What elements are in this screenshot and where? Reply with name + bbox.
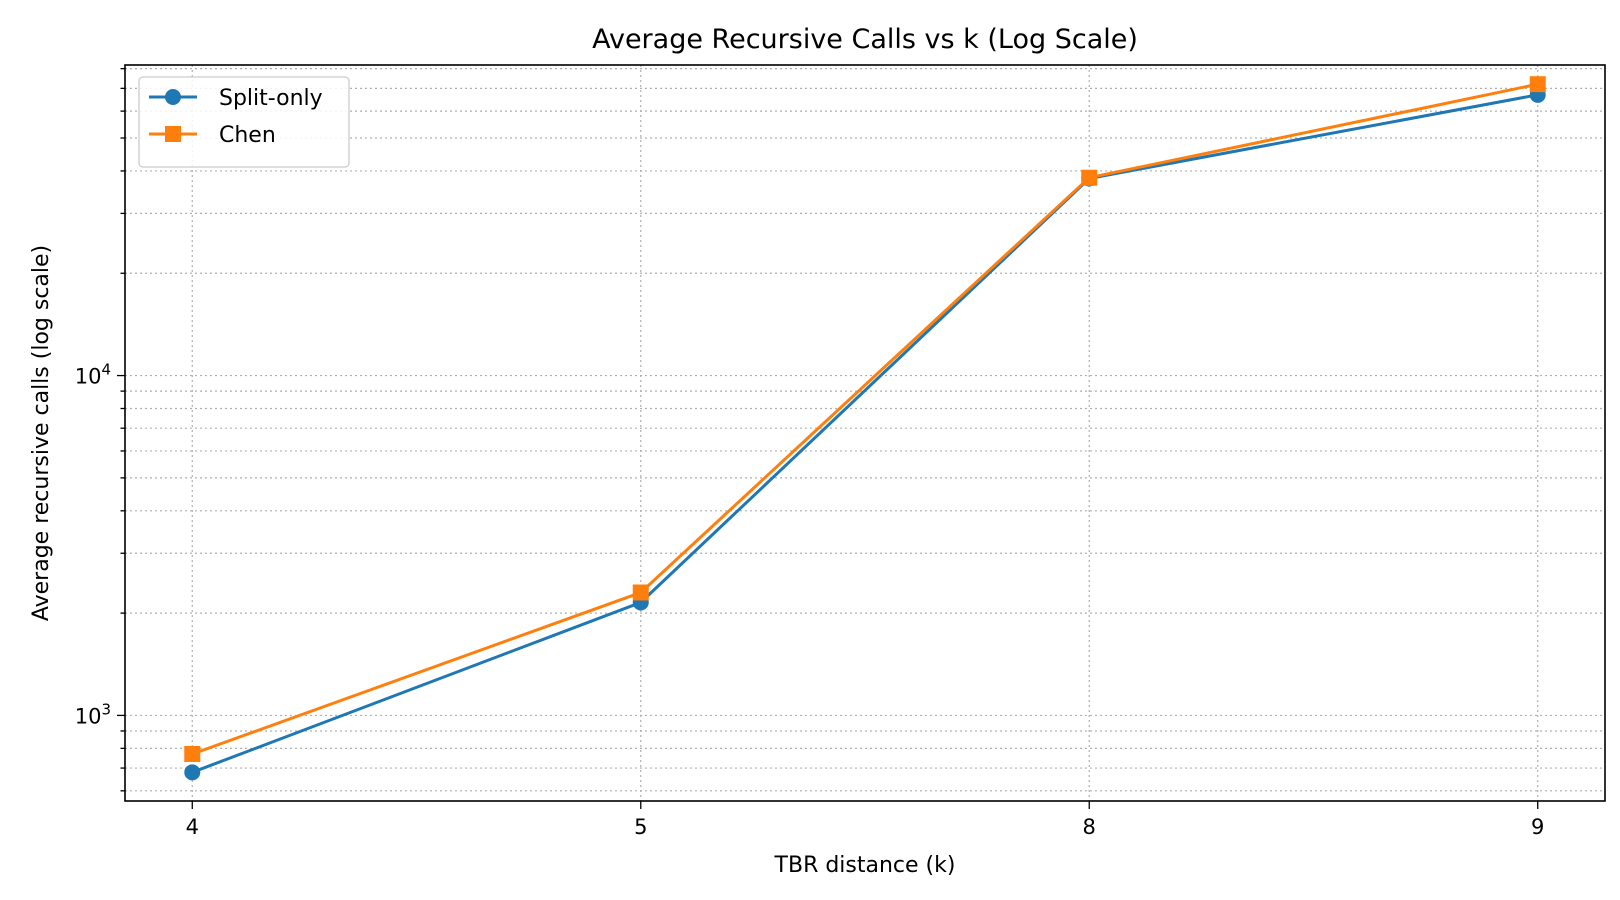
x-tick-label: 9: [1531, 815, 1544, 839]
chart-title: Average Recursive Calls vs k (Log Scale): [592, 24, 1138, 55]
grid: [125, 65, 1605, 801]
x-tick-label: 4: [186, 815, 199, 839]
x-axis-label: TBR distance (k): [774, 853, 956, 878]
plot-frame: [124, 64, 1606, 802]
series-line: [191, 93, 1538, 774]
y-axis-label: Average recursive calls (log scale): [29, 245, 54, 621]
legend-box: [138, 76, 350, 168]
data-point-square: [1529, 76, 1546, 93]
legend-marker-square: [165, 126, 181, 142]
legend-label: Split-only: [219, 86, 323, 111]
axis-ticks: 4 5 8 9 103 104: [75, 67, 1544, 839]
data-point-square: [184, 745, 201, 762]
legend: Split-only Chen: [138, 76, 350, 168]
data-point-square: [1081, 169, 1098, 186]
legend-marker-circle: [165, 89, 181, 105]
data-point-square: [632, 584, 649, 601]
x-tick-label: 8: [1083, 815, 1096, 839]
y-tick-label: 104: [75, 361, 111, 389]
series-area: [184, 76, 1546, 781]
legend-label: Chen: [219, 123, 276, 148]
y-tick-label: 103: [75, 700, 111, 728]
series-line: [191, 82, 1539, 756]
x-tick-label: 5: [634, 815, 647, 839]
data-point-circle: [184, 764, 201, 781]
